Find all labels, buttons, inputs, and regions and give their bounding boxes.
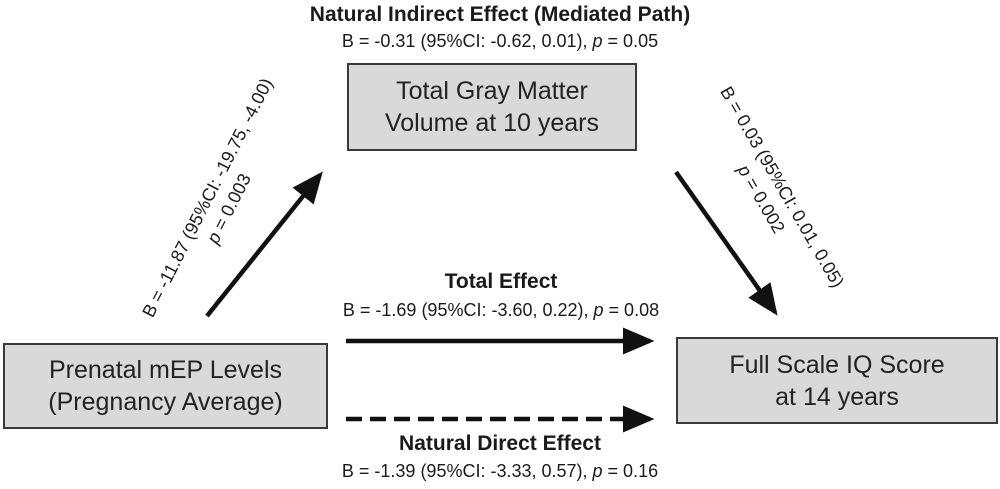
direct-stat-text: B = -1.39 (95%CI: -3.33, 0.57), xyxy=(341,461,593,481)
direct-p-symbol: p xyxy=(592,461,603,481)
exposure-box: Prenatal mEP Levels (Pregnancy Average) xyxy=(3,343,328,429)
mediator-label-line1: Total Gray Matter xyxy=(396,77,588,105)
outcome-label-line1: Full Scale IQ Score xyxy=(729,350,945,379)
total-p-value: = 0.08 xyxy=(603,300,660,320)
outcome-label-line2: at 14 years xyxy=(775,382,899,411)
indirect-p-symbol: p xyxy=(592,31,603,51)
path-a-arrow xyxy=(205,171,323,318)
direct-effect-title: Natural Direct Effect xyxy=(399,432,601,455)
mediator-box: Total Gray Matter Volume at 10 years xyxy=(347,63,637,151)
exposure-label-line1: Prenatal mEP Levels xyxy=(49,356,282,384)
total-p-symbol: p xyxy=(593,300,604,320)
mediator-label-line2: Volume at 10 years xyxy=(384,109,599,137)
indirect-effect-title: Natural Indirect Effect (Mediated Path) xyxy=(309,3,691,26)
path-b-arrow xyxy=(674,170,778,316)
exposure-label-line2: (Pregnancy Average) xyxy=(48,388,283,416)
total-stat-text: B = -1.69 (95%CI: -3.60, 0.22), xyxy=(342,300,594,320)
direct-p-value: = 0.16 xyxy=(602,461,659,481)
total-effect-stat: B = -1.69 (95%CI: -3.60, 0.22), p = 0.08 xyxy=(341,300,661,321)
direct-effect-stat: B = -1.39 (95%CI: -3.33, 0.57), p = 0.16 xyxy=(0,461,1000,482)
indirect-effect-stat: B = -0.31 (95%CI: -0.62, 0.01), p = 0.05 xyxy=(0,31,1000,52)
indirect-stat-text: B = -0.31 (95%CI: -0.62, 0.01), xyxy=(341,31,593,51)
total-effect-title: Total Effect xyxy=(444,270,558,293)
outcome-box: Full Scale IQ Score at 14 years xyxy=(676,337,998,424)
indirect-p-value: = 0.05 xyxy=(602,31,659,51)
